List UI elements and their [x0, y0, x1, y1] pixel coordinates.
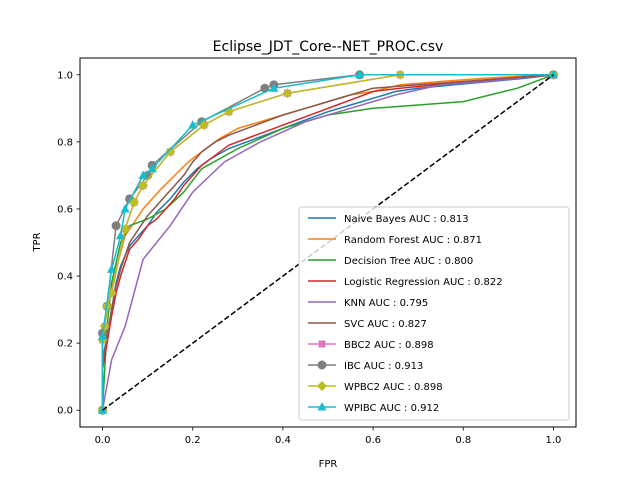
x-tick-label-4: 0.8	[455, 435, 471, 446]
legend-entry-2: Decision Tree AUC : 0.800	[308, 256, 473, 267]
y-tick-label-0: 0.0	[57, 406, 73, 417]
legend-label-2: Decision Tree AUC : 0.800	[344, 256, 473, 267]
legend-label-3: Logistic Regression AUC : 0.822	[344, 277, 503, 288]
legend-label-8: WPBC2 AUC : 0.898	[344, 382, 443, 393]
legend-marker-6	[318, 340, 326, 348]
legend-marker-8	[317, 381, 327, 391]
series-8-point-7	[138, 180, 149, 191]
series-line-5	[101, 74, 554, 411]
series-9-point-7	[188, 120, 198, 129]
legend-label-4: KNN AUC : 0.795	[344, 298, 428, 309]
legend-entry-9: WPIBC AUC : 0.912	[308, 402, 439, 414]
series-2	[101, 74, 554, 411]
series-line-2	[101, 74, 554, 411]
x-tick-label-1: 0.2	[185, 435, 201, 446]
series-9-point-2	[107, 264, 117, 273]
series-8-point-2	[99, 321, 110, 332]
series-3	[101, 74, 554, 411]
x-axis-label: FPR	[319, 459, 338, 470]
legend-marker-9	[317, 402, 327, 411]
series-8-point-8	[165, 146, 176, 157]
legend: Naive Bayes AUC : 0.813 Random Forest AUC…	[298, 206, 570, 421]
series-9-point-4	[120, 203, 130, 213]
series-9-point-8	[269, 83, 279, 92]
series-8-point-9	[199, 120, 209, 131]
x-tick-label-3: 0.6	[365, 435, 381, 446]
y-axis-label: TPR	[32, 232, 43, 252]
legend-marker-7	[317, 360, 327, 370]
x-tick-label-2: 0.4	[275, 435, 291, 446]
series-9	[98, 69, 558, 414]
legend-entry-3: Logistic Regression AUC : 0.822	[308, 277, 503, 288]
legend-label-9: WPIBC AUC : 0.912	[344, 403, 439, 414]
series-8-point-11	[282, 88, 293, 99]
legend-entry-4: KNN AUC : 0.795	[308, 298, 428, 309]
series-9-point-10	[548, 69, 558, 79]
series-4	[101, 74, 554, 411]
series-9-point-3	[116, 230, 126, 240]
legend-entry-7: IBC AUC : 0.913	[308, 360, 423, 372]
legend-entry-5: SVC AUC : 0.827	[308, 319, 427, 330]
legend-label-6: BBC2 AUC : 0.898	[344, 340, 434, 351]
series-line-4	[101, 74, 554, 411]
y-tick-label-2: 0.4	[57, 272, 73, 283]
series-9-point-5	[138, 170, 148, 179]
series-7-point-3	[111, 221, 121, 231]
y-tick-label-5: 1.0	[57, 70, 73, 81]
legend-label-7: IBC AUC : 0.913	[344, 361, 423, 372]
x-tick-label-0: 0.0	[95, 435, 111, 446]
series-8-point-6	[129, 197, 140, 208]
legend-label-5: SVC AUC : 0.827	[344, 319, 427, 330]
legend-entry-1: Random Forest AUC : 0.871	[308, 235, 482, 246]
series-9-point-6	[147, 163, 157, 173]
series-9-point-1	[98, 331, 108, 340]
y-tick-label-1: 0.2	[57, 339, 73, 350]
axis-ticks: 0.0 0.2 0.4 0.6 0.8 1.0 0.0 0.2 0.4 0.6 0.8 1.0	[57, 70, 561, 446]
y-tick-label-3: 0.6	[57, 204, 73, 215]
y-tick-label-4: 0.8	[57, 137, 73, 148]
legend-entry-0: Naive Bayes AUC : 0.813	[308, 214, 469, 225]
series-line-3	[101, 74, 554, 411]
legend-label-1: Random Forest AUC : 0.871	[344, 235, 482, 246]
legend-box	[298, 206, 570, 421]
legend-label-0: Naive Bayes AUC : 0.813	[344, 214, 469, 225]
x-tick-label-5: 1.0	[546, 435, 562, 446]
legend-entry-8: WPBC2 AUC : 0.898	[308, 381, 443, 393]
chart-title: Eclipse_JDT_Core--NET_PROC.csv	[213, 39, 444, 55]
axes-frame	[79, 57, 577, 428]
series-9-point-9	[355, 69, 365, 79]
legend-entry-6: BBC2 AUC : 0.898	[308, 340, 434, 351]
series-5	[101, 74, 554, 411]
